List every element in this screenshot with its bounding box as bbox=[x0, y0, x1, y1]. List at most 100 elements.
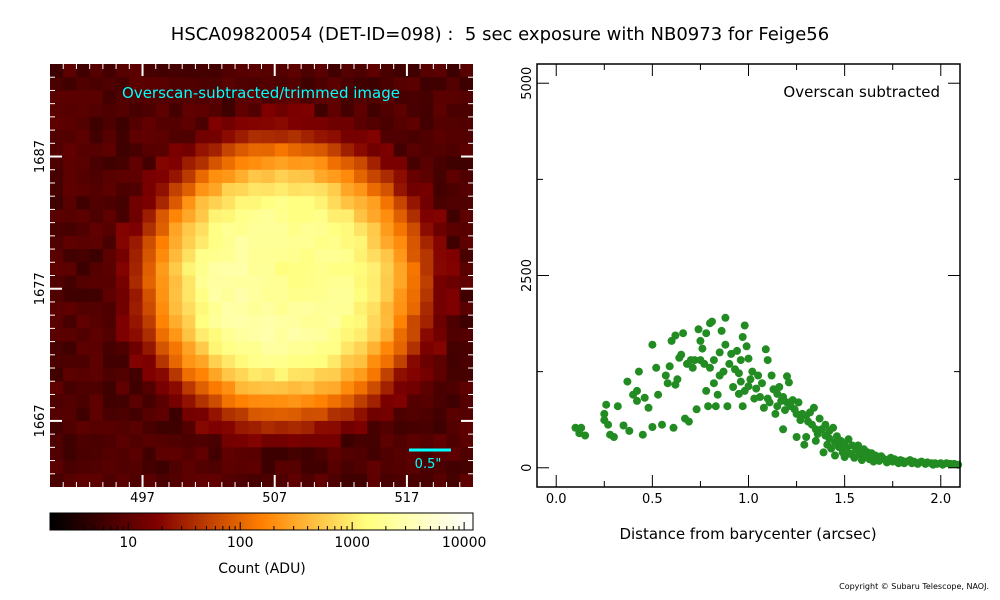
image-pixel bbox=[102, 381, 117, 396]
image-pixel bbox=[116, 143, 130, 158]
colorbar-segment bbox=[361, 513, 366, 530]
image-pixel bbox=[195, 169, 210, 184]
image-pixel bbox=[327, 222, 342, 237]
colorbar-tick-label: 10000 bbox=[442, 535, 487, 551]
image-pixel bbox=[235, 196, 249, 211]
image-pixel bbox=[354, 473, 368, 487]
image-x-tick-label: 497 bbox=[130, 491, 155, 506]
colorbar-tick-label: 1000 bbox=[334, 535, 370, 551]
image-pixel bbox=[287, 288, 302, 303]
scatter-point bbox=[758, 379, 766, 388]
scatter-point bbox=[890, 455, 899, 464]
image-pixel bbox=[208, 315, 223, 329]
image-pixel bbox=[287, 143, 302, 158]
scatter-point bbox=[634, 367, 643, 376]
image-pixel bbox=[433, 420, 448, 435]
image-pixel bbox=[420, 64, 434, 78]
image-pixel bbox=[116, 341, 130, 356]
image-pixel bbox=[327, 447, 342, 462]
image-pixel bbox=[182, 288, 197, 303]
image-pixel bbox=[420, 182, 434, 197]
image-pixel bbox=[102, 90, 117, 105]
colorbar: 10 100 1000 10000 bbox=[49, 512, 487, 551]
image-pixel bbox=[76, 77, 91, 92]
image-pixel bbox=[116, 328, 130, 343]
image-pixel bbox=[182, 249, 197, 263]
colorbar-segment bbox=[298, 513, 302, 530]
image-pixel bbox=[261, 235, 276, 250]
image-pixel bbox=[406, 407, 421, 422]
image-pixel bbox=[340, 196, 355, 211]
image-pixel bbox=[129, 275, 144, 290]
image-pixel bbox=[367, 394, 382, 409]
image-pixel bbox=[89, 169, 104, 184]
scatter-point bbox=[900, 459, 909, 468]
image-pixel bbox=[314, 354, 329, 369]
image-pixel bbox=[274, 288, 289, 303]
image-pixel bbox=[274, 473, 289, 487]
image-pixel bbox=[314, 143, 329, 158]
image-pixel bbox=[168, 434, 183, 448]
image-pixel bbox=[420, 315, 434, 329]
image-pixel bbox=[393, 182, 408, 197]
scatter-point bbox=[917, 457, 926, 466]
image-pixel bbox=[89, 354, 104, 369]
image-pixel bbox=[459, 447, 473, 462]
image-pixel bbox=[168, 116, 183, 131]
image-pixel bbox=[433, 90, 448, 105]
image-pixel bbox=[261, 368, 276, 382]
scatter-point bbox=[844, 435, 853, 444]
colorbar-tick-label: 100 bbox=[227, 535, 254, 551]
scatter-point bbox=[675, 353, 684, 362]
image-pixel bbox=[393, 116, 408, 131]
image-pixel bbox=[367, 64, 382, 78]
image-pixel bbox=[380, 394, 395, 409]
image-pixel bbox=[327, 354, 342, 369]
image-pixel bbox=[340, 90, 355, 105]
image-pixel bbox=[287, 407, 302, 422]
scatter-x-tick-label: 0.5 bbox=[642, 492, 663, 507]
scatter-point bbox=[873, 453, 882, 462]
image-pixel bbox=[446, 420, 461, 435]
image-pixel bbox=[287, 328, 302, 343]
image-pixel bbox=[261, 156, 276, 171]
image-pixel bbox=[208, 235, 223, 250]
image-pixel bbox=[76, 143, 91, 158]
colorbar-segment bbox=[324, 513, 329, 530]
colorbar-segment bbox=[250, 513, 255, 530]
scatter-point bbox=[950, 459, 959, 468]
image-pixel bbox=[248, 354, 263, 369]
scatter-point bbox=[869, 457, 878, 466]
scatter-point bbox=[779, 393, 788, 401]
scatter-point bbox=[819, 448, 828, 457]
image-pixel bbox=[142, 460, 157, 475]
colorbar-segment bbox=[129, 513, 133, 530]
image-pixel bbox=[433, 381, 448, 396]
image-pixel bbox=[274, 420, 289, 435]
image-pixel bbox=[367, 368, 382, 382]
image-pixel bbox=[50, 196, 64, 211]
image-pixel bbox=[380, 275, 395, 290]
image-pixel bbox=[208, 434, 223, 448]
image-pixel bbox=[63, 90, 78, 105]
image-pixel bbox=[89, 249, 104, 263]
image-pixel bbox=[301, 315, 315, 329]
image-pixel bbox=[116, 262, 130, 277]
image-pixel bbox=[340, 341, 355, 356]
colorbar-segment bbox=[293, 513, 297, 530]
image-pixel bbox=[89, 381, 104, 396]
image-pixel bbox=[248, 434, 263, 448]
scatter-point bbox=[865, 455, 874, 464]
image-pixel bbox=[406, 116, 421, 131]
image-pixel bbox=[221, 288, 236, 303]
image-pixel bbox=[102, 182, 117, 197]
image-pixel bbox=[327, 116, 342, 131]
image-pixel bbox=[367, 301, 382, 316]
image-pixel bbox=[446, 249, 461, 263]
image-pixel bbox=[261, 447, 276, 462]
colorbar-segment bbox=[153, 513, 157, 530]
scatter-point bbox=[886, 453, 895, 462]
image-pixel bbox=[102, 196, 117, 211]
colorbar-segment bbox=[145, 513, 149, 530]
image-pixel bbox=[221, 235, 236, 250]
